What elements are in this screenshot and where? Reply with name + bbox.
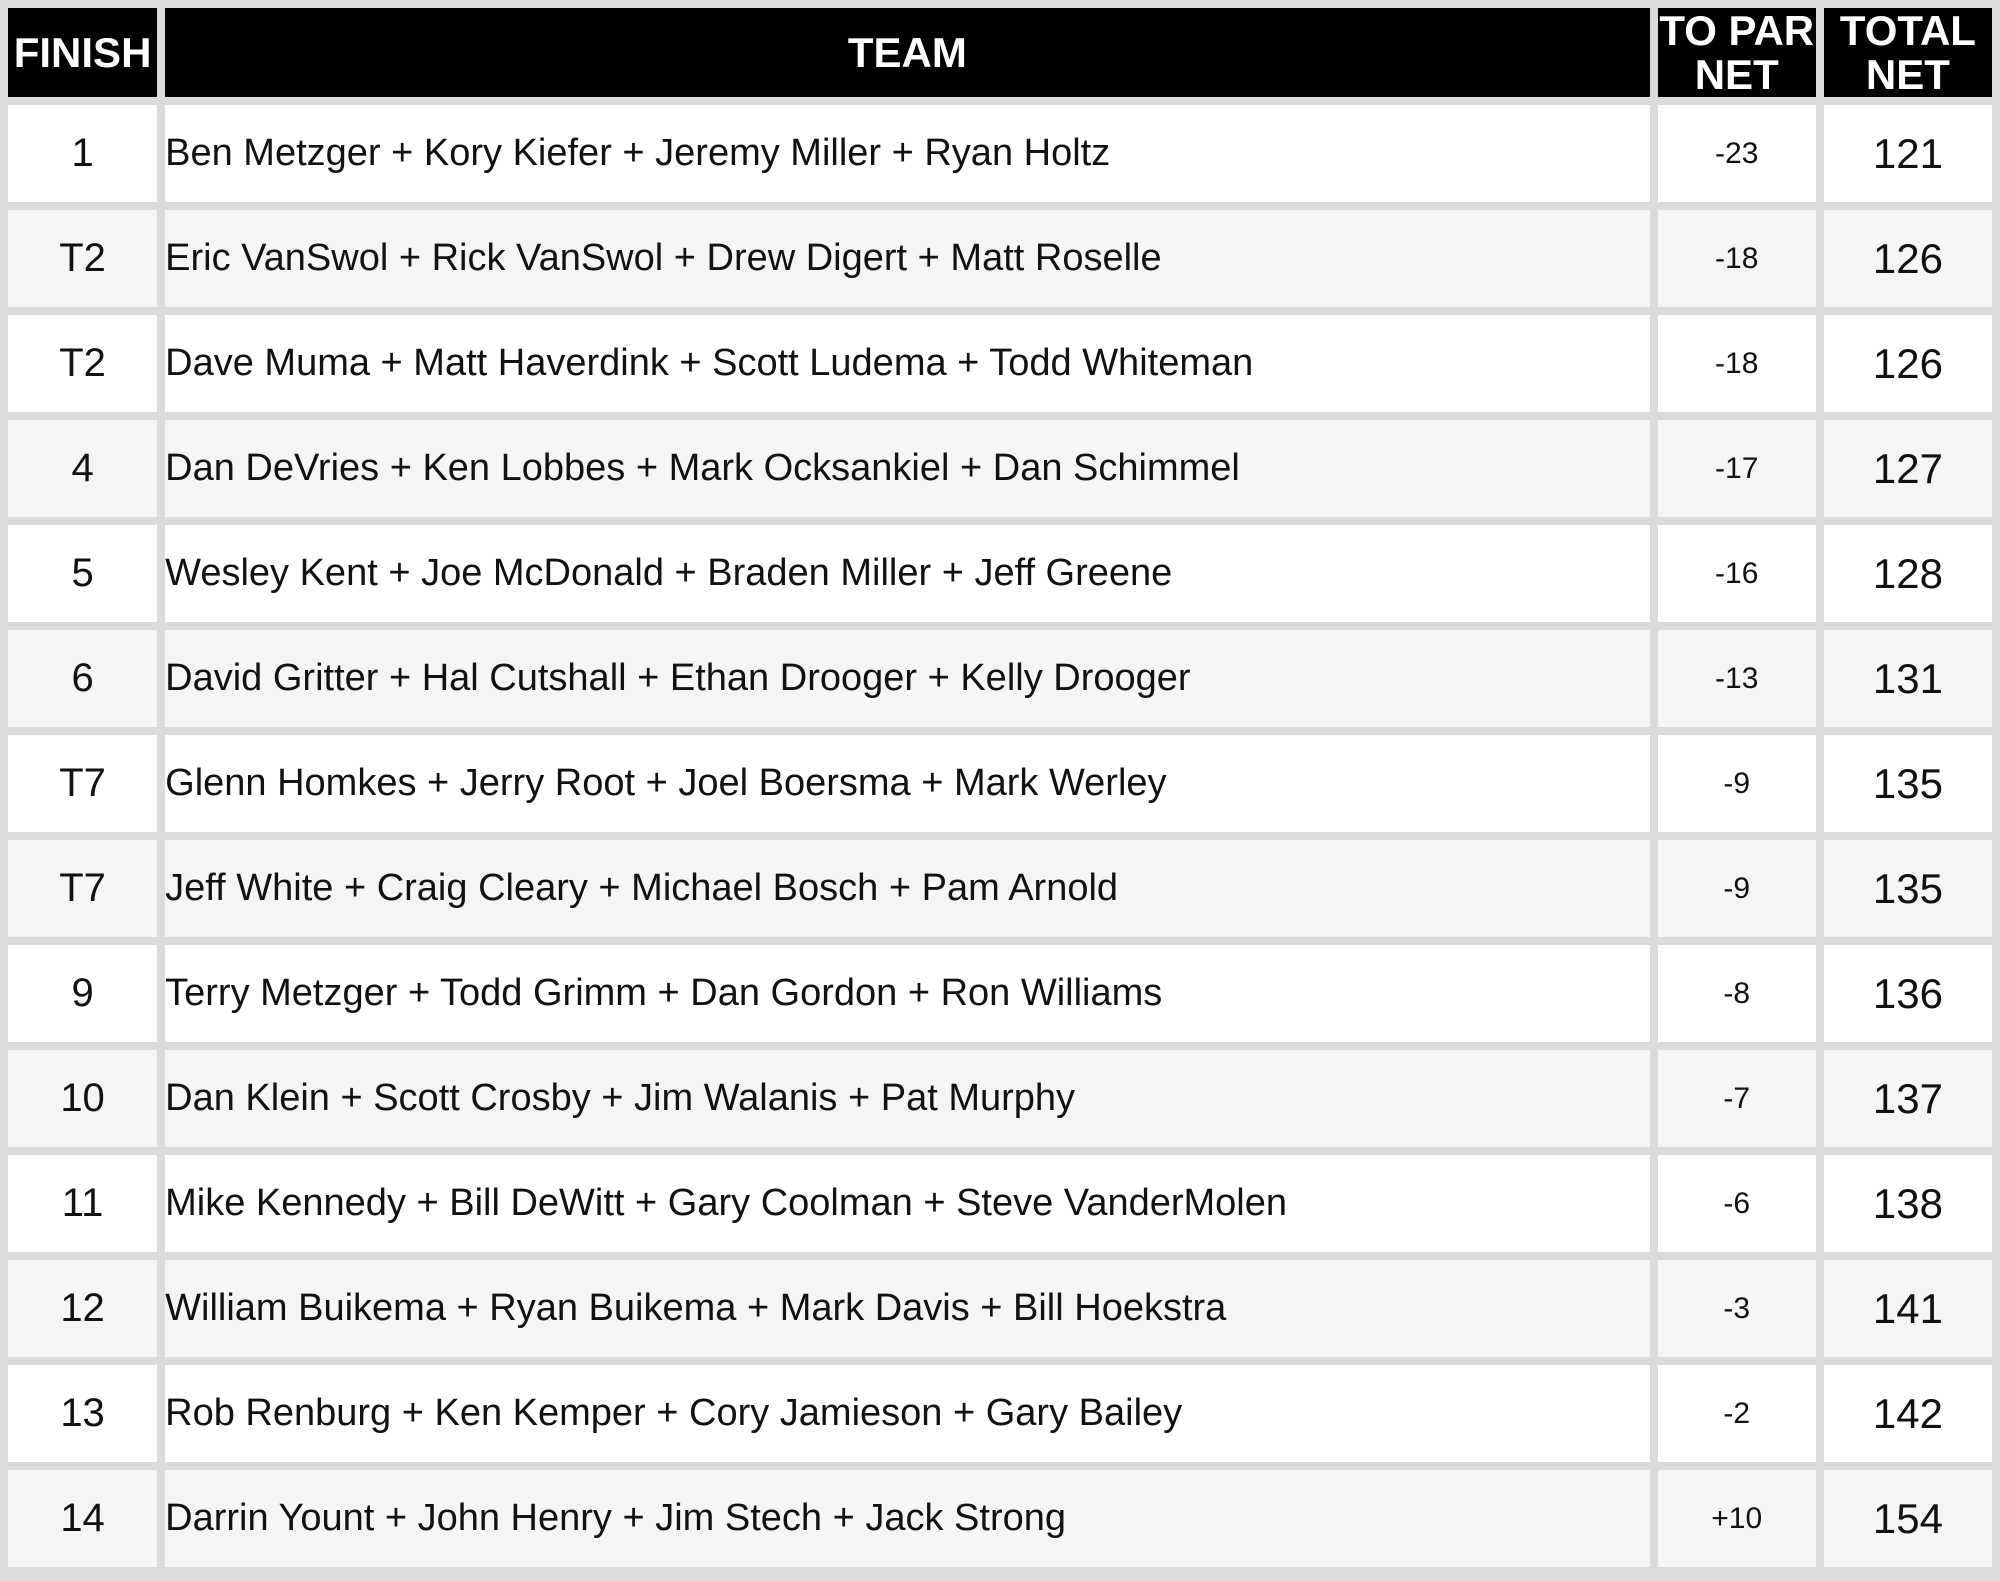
to-par-net-cell: -18	[1657, 210, 1816, 307]
team-cell: Dan Klein + Scott Crosby + Jim Walanis +…	[165, 1050, 1650, 1147]
total-net-cell: 121	[1823, 105, 1992, 202]
table-row: 12 William Buikema + Ryan Buikema + Mark…	[8, 1260, 1992, 1357]
finish-cell: T2	[8, 210, 158, 307]
team-cell: William Buikema + Ryan Buikema + Mark Da…	[165, 1260, 1650, 1357]
total-net-cell: 154	[1823, 1470, 1992, 1567]
team-cell: Rob Renburg + Ken Kemper + Cory Jamieson…	[165, 1365, 1650, 1462]
table-row: T7 Glenn Homkes + Jerry Root + Joel Boer…	[8, 735, 1992, 832]
table-row: 11 Mike Kennedy + Bill DeWitt + Gary Coo…	[8, 1155, 1992, 1252]
finish-cell: T7	[8, 735, 158, 832]
table-row: 1 Ben Metzger + Kory Kiefer + Jeremy Mil…	[8, 105, 1992, 202]
to-par-net-cell: -17	[1657, 420, 1816, 517]
table-row: 10 Dan Klein + Scott Crosby + Jim Walani…	[8, 1050, 1992, 1147]
total-net-cell: 141	[1823, 1260, 1992, 1357]
to-par-net-cell: +10	[1657, 1470, 1816, 1567]
finish-cell: T7	[8, 840, 158, 937]
finish-cell: 5	[8, 525, 158, 622]
table-row: 5 Wesley Kent + Joe McDonald + Braden Mi…	[8, 525, 1992, 622]
to-par-net-cell: -23	[1657, 105, 1816, 202]
total-net-cell: 142	[1823, 1365, 1992, 1462]
table-row: T2 Eric VanSwol + Rick VanSwol + Drew Di…	[8, 210, 1992, 307]
team-cell: Ben Metzger + Kory Kiefer + Jeremy Mille…	[165, 105, 1650, 202]
finish-cell: 11	[8, 1155, 158, 1252]
total-net-column-header: TOTAL NET	[1823, 8, 1992, 97]
total-net-cell: 127	[1823, 420, 1992, 517]
finish-cell: 9	[8, 945, 158, 1042]
finish-cell: 1	[8, 105, 158, 202]
table-row: T2 Dave Muma + Matt Haverdink + Scott Lu…	[8, 315, 1992, 412]
total-net-cell: 131	[1823, 630, 1992, 727]
finish-cell: 14	[8, 1470, 158, 1567]
to-par-net-column-header: TO PAR NET	[1657, 6, 1816, 98]
finish-cell: 12	[8, 1260, 158, 1357]
to-par-net-cell: -9	[1657, 735, 1816, 832]
total-net-cell: 138	[1823, 1155, 1992, 1252]
table-body: 1 Ben Metzger + Kory Kiefer + Jeremy Mil…	[8, 105, 1992, 1567]
header-row: FINISH TEAM TO PAR NET TOTAL NET	[8, 8, 1992, 97]
total-net-cell: 126	[1823, 210, 1992, 307]
team-column-header: TEAM	[165, 8, 1650, 97]
finish-column-header: FINISH	[8, 8, 158, 97]
finish-cell: T2	[8, 315, 158, 412]
team-cell: Terry Metzger + Todd Grimm + Dan Gordon …	[165, 945, 1650, 1042]
total-net-cell: 128	[1823, 525, 1992, 622]
team-cell: David Gritter + Hal Cutshall + Ethan Dro…	[165, 630, 1650, 727]
total-net-cell: 136	[1823, 945, 1992, 1042]
team-cell: Eric VanSwol + Rick VanSwol + Drew Diger…	[165, 210, 1650, 307]
to-par-net-cell: -8	[1657, 945, 1816, 1042]
total-net-cell: 137	[1823, 1050, 1992, 1147]
table-row: 9 Terry Metzger + Todd Grimm + Dan Gordo…	[8, 945, 1992, 1042]
to-par-net-cell: -18	[1657, 315, 1816, 412]
finish-cell: 10	[8, 1050, 158, 1147]
total-net-cell: 126	[1823, 315, 1992, 412]
team-cell: Darrin Yount + John Henry + Jim Stech + …	[165, 1470, 1650, 1567]
to-par-net-cell: -13	[1657, 630, 1816, 727]
to-par-net-cell: -3	[1657, 1260, 1816, 1357]
to-par-net-cell: -2	[1657, 1365, 1816, 1462]
finish-cell: 6	[8, 630, 158, 727]
to-par-net-cell: -16	[1657, 525, 1816, 622]
total-net-cell: 135	[1823, 840, 1992, 937]
table-row: 4 Dan DeVries + Ken Lobbes + Mark Ocksan…	[8, 420, 1992, 517]
table-header: FINISH TEAM TO PAR NET TOTAL NET	[8, 8, 1992, 97]
total-net-cell: 135	[1823, 735, 1992, 832]
team-cell: Wesley Kent + Joe McDonald + Braden Mill…	[165, 525, 1650, 622]
team-cell: Jeff White + Craig Cleary + Michael Bosc…	[165, 840, 1650, 937]
table-row: T7 Jeff White + Craig Cleary + Michael B…	[8, 840, 1992, 937]
team-cell: Dan DeVries + Ken Lobbes + Mark Ocksanki…	[165, 420, 1650, 517]
to-par-net-cell: -9	[1657, 840, 1816, 937]
finish-cell: 4	[8, 420, 158, 517]
to-par-net-cell: -7	[1657, 1050, 1816, 1147]
team-cell: Dave Muma + Matt Haverdink + Scott Ludem…	[165, 315, 1650, 412]
team-cell: Mike Kennedy + Bill DeWitt + Gary Coolma…	[165, 1155, 1650, 1252]
table-row: 13 Rob Renburg + Ken Kemper + Cory Jamie…	[8, 1365, 1992, 1462]
table-row: 6 David Gritter + Hal Cutshall + Ethan D…	[8, 630, 1992, 727]
team-cell: Glenn Homkes + Jerry Root + Joel Boersma…	[165, 735, 1650, 832]
table-row: 14 Darrin Yount + John Henry + Jim Stech…	[8, 1470, 1992, 1567]
finish-cell: 13	[8, 1365, 158, 1462]
to-par-net-cell: -6	[1657, 1155, 1816, 1252]
